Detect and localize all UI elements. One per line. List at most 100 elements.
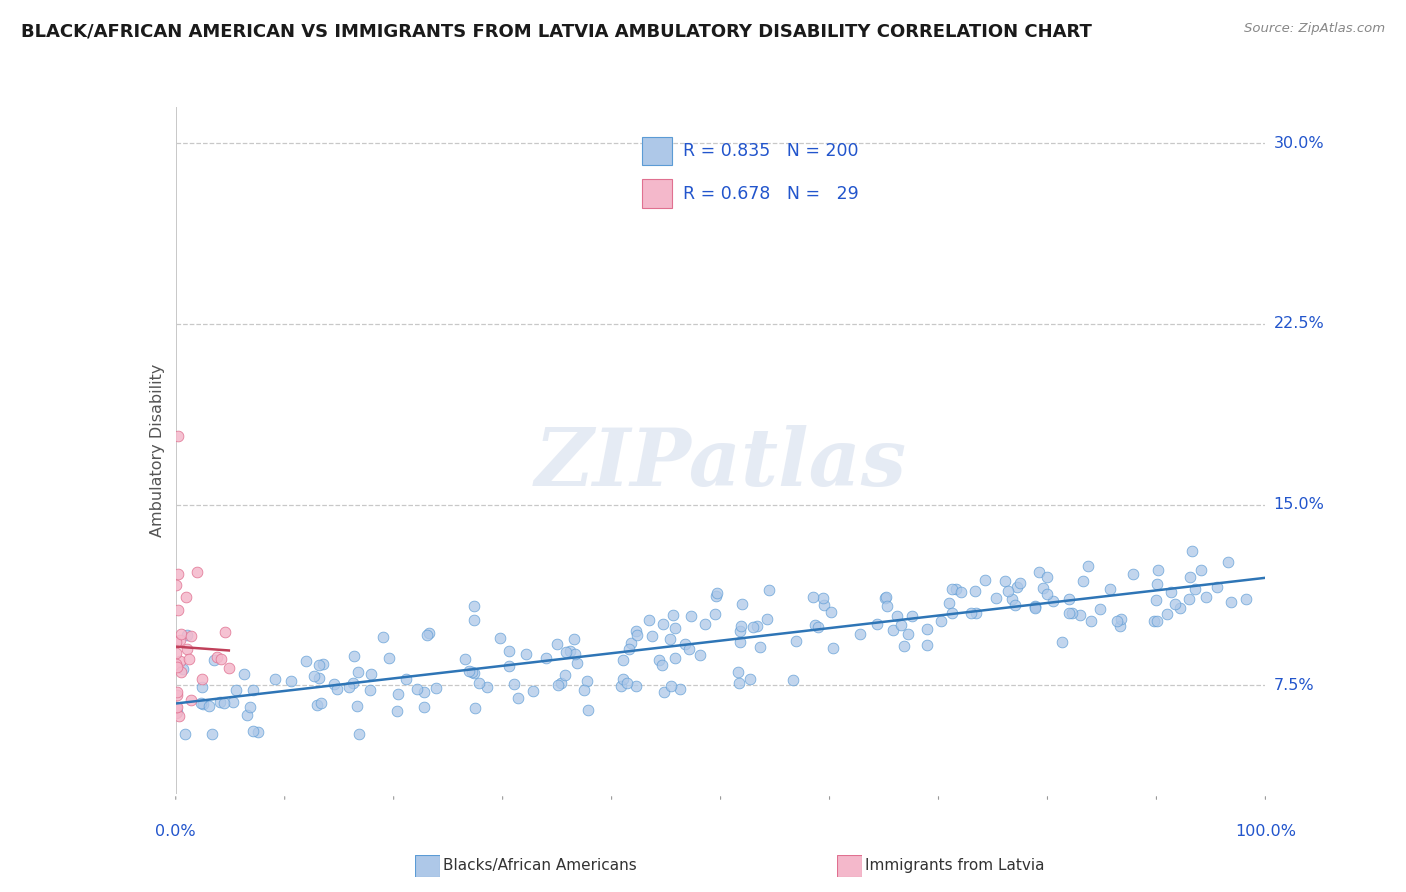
Point [901, 609, 924, 624]
Point [416, 628, 439, 642]
Point [886, 609, 908, 624]
Point [454, 652, 477, 666]
Point [1111, 612, 1133, 626]
Point [1219, 595, 1241, 609]
Point [890, 618, 912, 632]
Point [1057, 606, 1080, 620]
Point [626, 628, 648, 642]
Point [945, 582, 967, 596]
Point [673, 637, 696, 651]
Point [960, 606, 983, 620]
Point [205, 650, 228, 665]
Point [893, 640, 915, 654]
Point [463, 666, 485, 681]
Point [165, 657, 187, 671]
Point [1205, 580, 1227, 594]
Point [197, 699, 219, 714]
Point [176, 628, 198, 642]
Point [560, 644, 582, 658]
Point [264, 672, 287, 686]
Point [169, 709, 191, 723]
Point [997, 583, 1019, 598]
Point [689, 648, 711, 662]
FancyBboxPatch shape [415, 855, 440, 877]
Point [1001, 591, 1024, 606]
Text: Source: ZipAtlas.com: Source: ZipAtlas.com [1244, 22, 1385, 36]
Point [413, 699, 436, 714]
Point [1073, 574, 1095, 588]
Point [536, 651, 558, 665]
Point [347, 665, 370, 679]
Point [731, 597, 754, 611]
Point [1050, 635, 1073, 649]
Point [208, 695, 231, 709]
Point [1181, 544, 1204, 558]
Point [312, 657, 335, 671]
Point [172, 662, 194, 676]
Point [617, 642, 640, 657]
Point [941, 607, 963, 621]
Point [1216, 555, 1239, 569]
Point [567, 656, 589, 670]
Point [166, 685, 188, 699]
Point [1180, 570, 1202, 584]
Point [360, 666, 382, 681]
Point [225, 683, 247, 698]
Point [165, 635, 187, 649]
Point [669, 681, 692, 696]
Point [307, 698, 329, 713]
Point [1036, 586, 1059, 600]
Point [1107, 614, 1129, 628]
Point [678, 642, 700, 657]
Point [1024, 600, 1046, 615]
Point [823, 641, 845, 656]
FancyBboxPatch shape [837, 855, 862, 877]
Point [302, 669, 325, 683]
Point [727, 665, 749, 680]
Point [741, 620, 763, 634]
Point [464, 701, 486, 715]
Point [873, 591, 896, 606]
Point [460, 665, 482, 679]
Point [1156, 607, 1178, 621]
Point [704, 607, 727, 622]
Point [191, 672, 214, 686]
Point [728, 635, 751, 649]
Point [950, 585, 973, 599]
Point [406, 682, 429, 697]
Point [169, 626, 191, 640]
Point [659, 679, 682, 693]
Point [1042, 594, 1064, 608]
Point [730, 624, 752, 638]
Point [498, 644, 520, 658]
Point [247, 724, 270, 739]
Point [1236, 591, 1258, 606]
Point [562, 632, 585, 646]
Point [938, 595, 960, 609]
Point [1032, 581, 1054, 595]
Point [575, 674, 598, 689]
Point [624, 624, 647, 638]
Point [994, 574, 1017, 588]
Point [1146, 614, 1168, 628]
Point [929, 614, 952, 628]
Point [974, 573, 997, 587]
Point [506, 691, 529, 706]
Point [343, 648, 366, 663]
Point [941, 582, 963, 596]
Point [166, 660, 188, 674]
Text: 100.0%: 100.0% [1234, 824, 1296, 839]
Point [664, 650, 686, 665]
Point [387, 687, 409, 701]
Point [875, 590, 897, 604]
Point [418, 626, 440, 640]
Point [965, 606, 987, 620]
Point [813, 598, 835, 612]
Text: 22.5%: 22.5% [1274, 317, 1324, 332]
Point [212, 696, 235, 710]
Point [165, 647, 187, 661]
Point [1168, 601, 1191, 615]
Point [695, 617, 717, 632]
Point [173, 726, 195, 740]
Point [201, 726, 224, 740]
